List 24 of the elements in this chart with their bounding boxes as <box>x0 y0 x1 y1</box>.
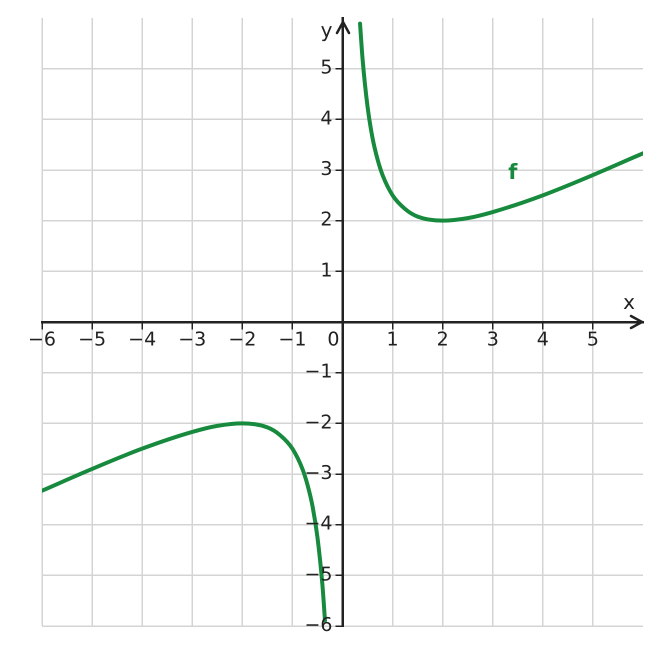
x-tick-label: 4 <box>536 328 549 350</box>
x-tick-label: 2 <box>436 328 449 350</box>
y-tick-label: 1 <box>320 259 332 282</box>
series-label: f <box>508 160 518 184</box>
x-tick-label: −4 <box>128 328 156 350</box>
x-tick-label: 3 <box>486 328 499 350</box>
x-tick-label: 1 <box>386 328 399 350</box>
x-tick-label: −1 <box>278 328 306 350</box>
x-axis-title: x <box>623 290 636 314</box>
y-tick-label: 3 <box>320 158 332 180</box>
y-tick-label: −6 <box>304 614 332 636</box>
x-tick-label: −2 <box>228 328 256 350</box>
y-tick-label: −2 <box>304 411 332 434</box>
x-tick-label: −3 <box>178 328 206 350</box>
x-tick-label: −5 <box>78 328 106 350</box>
y-tick-label: −1 <box>304 360 332 383</box>
x-tick-label: 5 <box>586 328 599 350</box>
y-tick-label: −3 <box>304 462 332 484</box>
x-tick-label: −6 <box>28 328 56 350</box>
y-axis-title: y <box>320 18 333 42</box>
y-tick-label: 4 <box>320 107 332 130</box>
y-tick-label: 5 <box>320 56 332 79</box>
x-tick-label: 0 <box>327 328 340 350</box>
y-tick-label: 2 <box>320 208 332 231</box>
